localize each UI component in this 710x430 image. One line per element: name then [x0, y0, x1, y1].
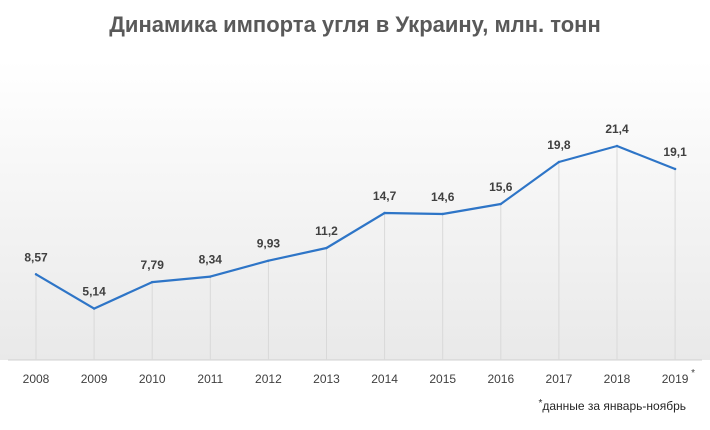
x-tick-label-2015: 2015	[429, 372, 456, 386]
chart-title: Динамика импорта угля в Украину, млн. то…	[109, 12, 601, 37]
x-tick-label-2011: 2011	[197, 372, 223, 386]
x-tick-label-2012: 2012	[255, 372, 282, 386]
data-label-2013: 11,2	[315, 224, 338, 238]
footnote-marker: *	[538, 398, 543, 409]
data-point-2012	[267, 259, 270, 262]
data-point-2014	[383, 211, 386, 215]
data-label-2016: 15,6	[489, 180, 513, 194]
x-tick-label-2013: 2013	[313, 372, 340, 386]
data-point-2018	[615, 144, 619, 148]
data-point-2013	[325, 246, 328, 250]
x-tick-label-2018: 2018	[604, 372, 631, 386]
data-point-2016	[499, 202, 502, 206]
data-point-2015	[441, 212, 444, 216]
x-tick-label-2008: 2008	[23, 372, 50, 386]
data-label-2014: 14,7	[373, 189, 397, 203]
x-tick-marker-2019: *	[691, 368, 695, 379]
x-tick-label-2016: 2016	[487, 372, 514, 386]
series-line-group	[34, 144, 677, 310]
x-tick-labels: 2008 2009 2010 2011 2012 2013 2014 2015 2016 2017…	[23, 368, 695, 386]
data-labels: 8,57 5,14 7,79 8,34 9,93 11,2 14,7 14,6 15,6 19,8…	[24, 122, 687, 299]
x-tick-label-2010: 2010	[139, 372, 166, 386]
chart-footnote: *данные за январь-ноябрь	[538, 398, 686, 413]
x-tick-label-2014: 2014	[371, 372, 398, 386]
data-label-2012: 9,93	[257, 237, 281, 251]
data-label-2019: 19,1	[663, 145, 687, 159]
x-tick-label-2019: 2019	[662, 372, 689, 386]
data-label-2008: 8,57	[24, 250, 48, 264]
series-line	[34, 144, 677, 310]
data-point-2011	[209, 275, 212, 278]
data-label-2010: 7,79	[141, 258, 165, 272]
footnote-text: данные за январь-ноябрь	[542, 399, 686, 413]
x-tick-label-2017: 2017	[546, 372, 573, 386]
data-label-2011: 8,34	[199, 253, 223, 267]
data-point-2008	[34, 273, 38, 276]
data-point-2019	[673, 167, 677, 171]
data-label-2015: 14,6	[431, 190, 455, 204]
drop-lines	[35, 146, 676, 360]
x-tick-label-2009: 2009	[81, 372, 108, 386]
plot-background	[0, 60, 710, 360]
data-point-2010	[151, 280, 154, 284]
data-point-2017	[557, 160, 561, 164]
data-label-2018: 21,4	[605, 122, 629, 136]
data-point-2009	[92, 307, 96, 310]
data-label-2009: 5,14	[82, 285, 106, 299]
data-label-2017: 19,8	[547, 138, 571, 152]
